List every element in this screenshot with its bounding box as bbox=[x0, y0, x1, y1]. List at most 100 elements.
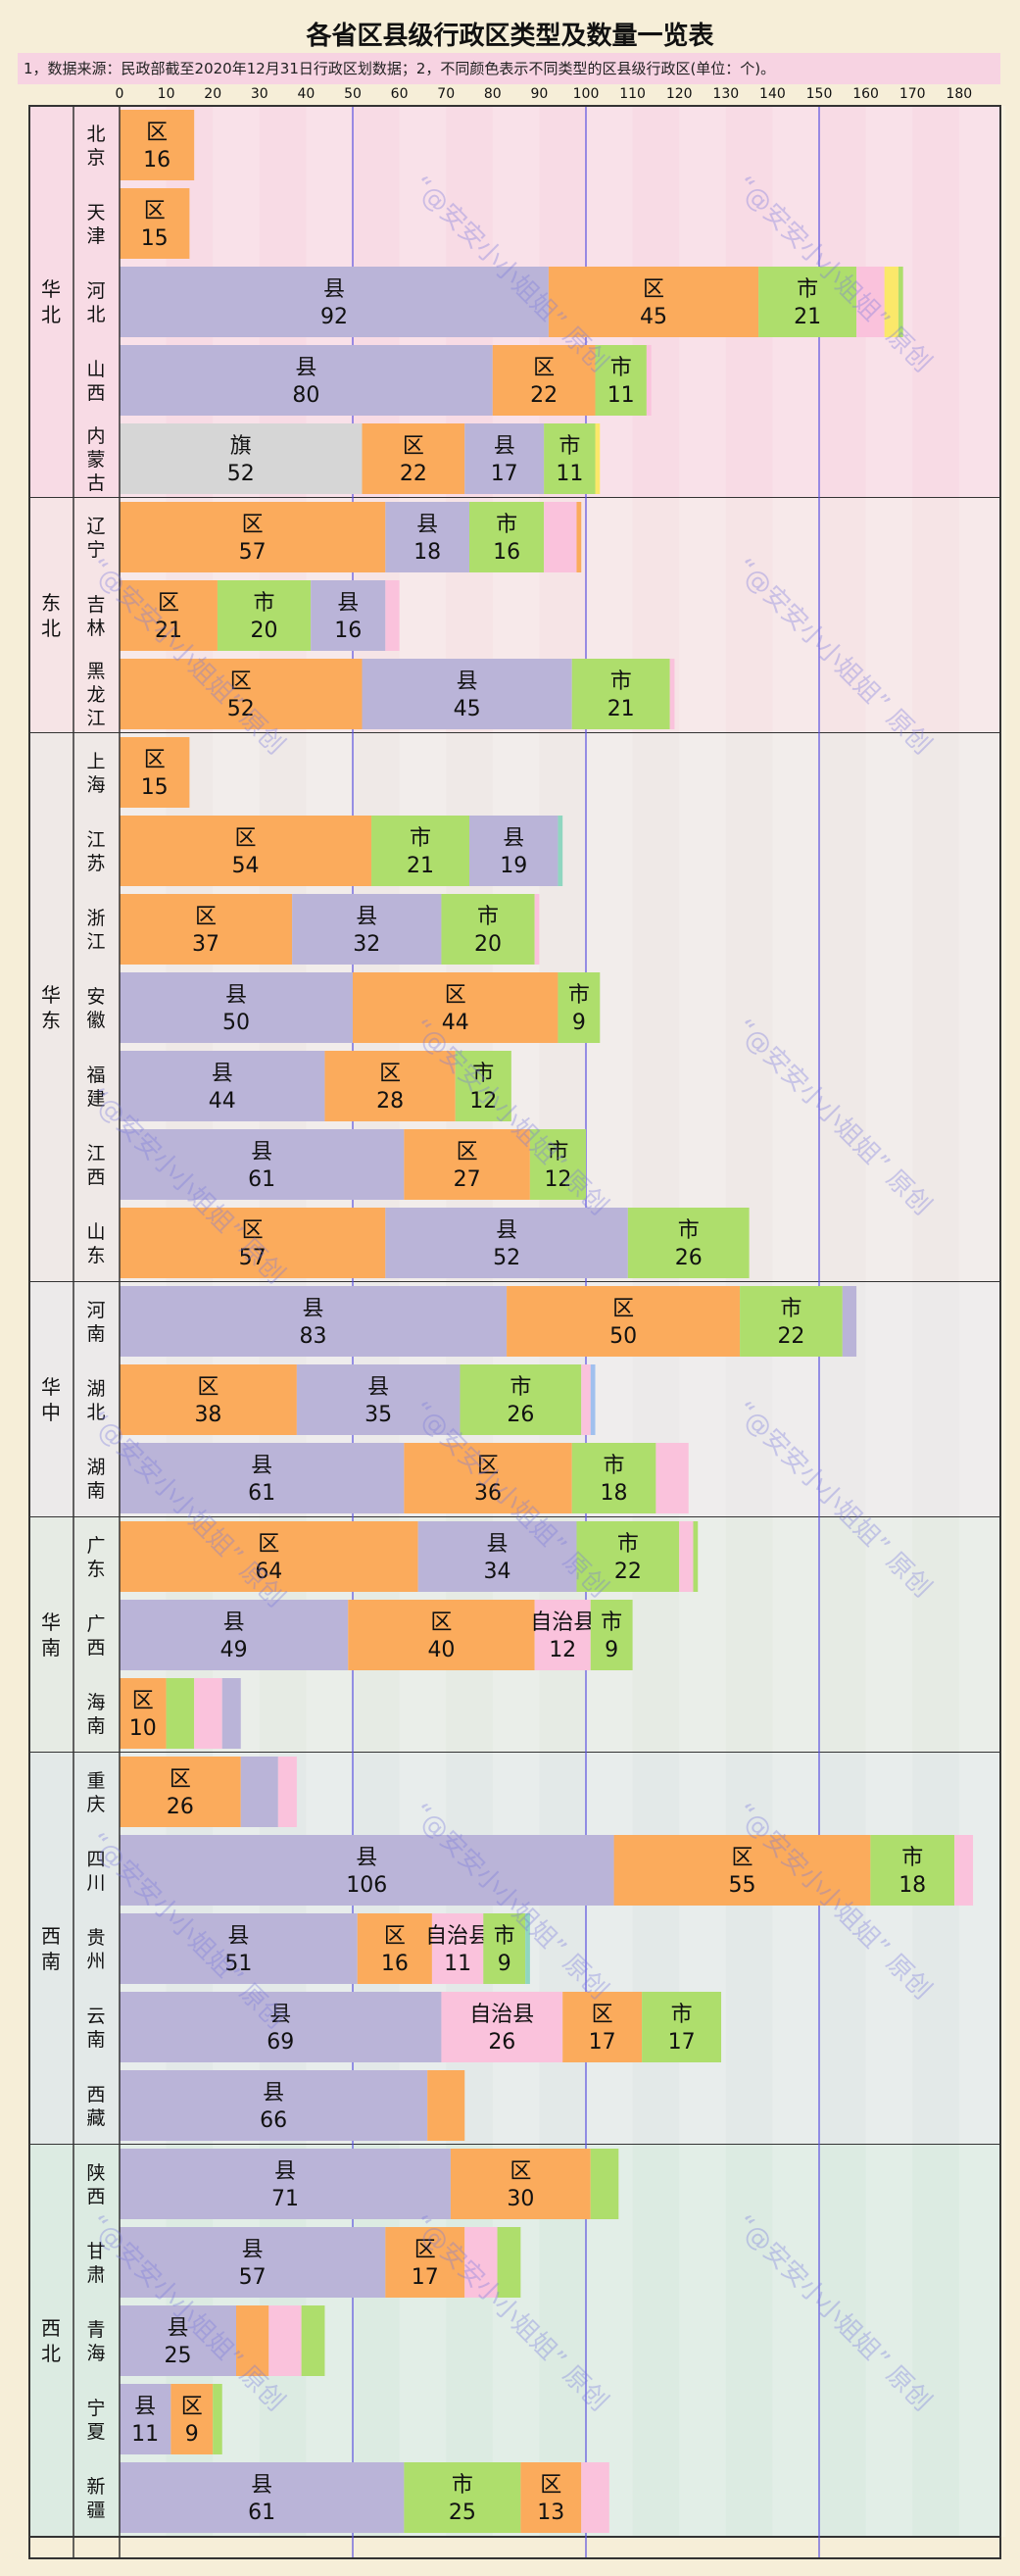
bar-segment bbox=[404, 1129, 530, 1200]
province-label: 湖南 bbox=[86, 1457, 105, 1502]
segment-type-label: 县 bbox=[251, 1140, 272, 1164]
segment-value-label: 18 bbox=[601, 1481, 628, 1506]
bar-segment bbox=[362, 423, 465, 494]
province-label: 河南 bbox=[86, 1300, 105, 1345]
province-label: 新疆 bbox=[86, 2476, 105, 2521]
segment-type-label: 县 bbox=[487, 1532, 509, 1557]
grid-column bbox=[958, 498, 1006, 733]
segment-value-label: 26 bbox=[167, 1795, 194, 1819]
segment-value-label: 22 bbox=[614, 1560, 642, 1584]
segment-value-label: 61 bbox=[248, 2501, 275, 2525]
province-label: 安徽 bbox=[86, 986, 105, 1031]
segment-value-label: 40 bbox=[427, 1638, 455, 1662]
province-label: 海南 bbox=[86, 1692, 105, 1737]
segment-value-label: 52 bbox=[493, 1246, 520, 1270]
segment-value-label: 30 bbox=[507, 2187, 534, 2211]
segment-value-label: 34 bbox=[484, 1560, 511, 1584]
segment-type-label: 区 bbox=[403, 434, 424, 459]
province-label: 广东 bbox=[86, 1535, 105, 1580]
province-label: 四川 bbox=[86, 1849, 105, 1894]
segment-value-label: 69 bbox=[267, 2030, 294, 2055]
segment-value-label: 54 bbox=[232, 854, 260, 878]
segment-value-label: 52 bbox=[227, 697, 255, 721]
segment-type-label: 市 bbox=[797, 277, 818, 302]
segment-type-label: 区 bbox=[144, 748, 166, 772]
segment-value-label: 12 bbox=[544, 1167, 571, 1192]
bar-segment bbox=[120, 2462, 405, 2533]
grid-column bbox=[865, 1282, 913, 1517]
segment-value-label: 35 bbox=[364, 1403, 392, 1427]
segment-type-label: 市 bbox=[496, 513, 517, 537]
segment-type-label: 区 bbox=[540, 2473, 561, 2498]
segment-value-label: 16 bbox=[493, 540, 520, 565]
segment-value-label: 49 bbox=[220, 1638, 248, 1662]
bar-segment bbox=[120, 2070, 428, 2141]
bar-segment bbox=[362, 659, 572, 729]
x-tick-label: 70 bbox=[437, 86, 455, 102]
bar-segment bbox=[217, 580, 312, 651]
x-tick-label: 140 bbox=[759, 86, 786, 102]
segment-value-label: 44 bbox=[209, 1089, 236, 1114]
segment-type-label: 区 bbox=[197, 1375, 219, 1400]
region-label: 西南 bbox=[41, 1924, 61, 1973]
segment-value-label: 38 bbox=[194, 1403, 221, 1427]
segment-type-label: 县 bbox=[356, 1846, 377, 1870]
grid-column bbox=[772, 1753, 819, 2145]
province-label: 黑龙江 bbox=[86, 661, 105, 729]
segment-type-label: 市 bbox=[901, 1846, 923, 1870]
segment-value-label: 17 bbox=[589, 2030, 616, 2055]
segment-type-label: 区 bbox=[195, 905, 217, 929]
segment-type-label: 区 bbox=[731, 1846, 753, 1870]
bar-segment bbox=[292, 894, 442, 965]
bar-segment bbox=[221, 1678, 241, 1749]
segment-value-label: 20 bbox=[251, 619, 278, 643]
bar-segment bbox=[581, 2462, 609, 2533]
bar-segment bbox=[431, 1913, 484, 1984]
bar-segment bbox=[120, 267, 549, 337]
segment-type-label: 市 bbox=[610, 669, 632, 694]
bar-segment bbox=[469, 816, 559, 886]
bar-segment bbox=[562, 1992, 643, 2062]
segment-type-label: 区 bbox=[510, 2159, 531, 2184]
bar-segment bbox=[656, 1443, 689, 1513]
segment-type-label: 区 bbox=[146, 121, 168, 145]
bar-segment bbox=[404, 2462, 521, 2533]
segment-type-label: 区 bbox=[258, 1532, 279, 1557]
segment-value-label: 51 bbox=[224, 1952, 252, 1976]
segment-type-label: 县 bbox=[503, 826, 524, 851]
bar-segment bbox=[450, 2149, 591, 2219]
bar-segment bbox=[571, 659, 670, 729]
segment-value-label: 16 bbox=[381, 1952, 409, 1976]
segment-value-label: 9 bbox=[572, 1011, 586, 1035]
segment-value-label: 27 bbox=[454, 1167, 481, 1192]
bar-segment bbox=[590, 2149, 619, 2219]
x-tick-label: 80 bbox=[484, 86, 502, 102]
segment-value-label: 16 bbox=[334, 619, 362, 643]
bar-segment bbox=[268, 2305, 302, 2376]
segment-type-label: 自治县 bbox=[530, 1610, 595, 1635]
segment-type-label: 县 bbox=[367, 1375, 389, 1400]
segment-value-label: 11 bbox=[556, 462, 583, 486]
bar-segment bbox=[120, 1129, 405, 1200]
segment-value-label: 61 bbox=[248, 1481, 275, 1506]
bar-segment bbox=[525, 1913, 530, 1984]
x-tick-label: 40 bbox=[297, 86, 315, 102]
x-tick-label: 150 bbox=[806, 86, 833, 102]
province-label: 重庆 bbox=[86, 1770, 105, 1815]
region-label: 华北 bbox=[41, 277, 61, 326]
bar-segment bbox=[120, 1364, 297, 1435]
bar-segment bbox=[311, 580, 386, 651]
province-label: 河北 bbox=[86, 280, 105, 325]
segment-type-label: 市 bbox=[452, 2473, 473, 2498]
bar-segment bbox=[595, 423, 601, 494]
bar-segment bbox=[385, 502, 469, 572]
bar-segment bbox=[455, 1051, 511, 1121]
bar-segment bbox=[646, 345, 652, 416]
bar-segment bbox=[120, 2149, 451, 2219]
grid-column bbox=[865, 498, 913, 733]
bar-segment bbox=[534, 894, 540, 965]
grid-column bbox=[865, 733, 913, 1282]
segment-type-label: 区 bbox=[384, 1924, 406, 1949]
segment-type-label: 自治县 bbox=[425, 1924, 490, 1949]
